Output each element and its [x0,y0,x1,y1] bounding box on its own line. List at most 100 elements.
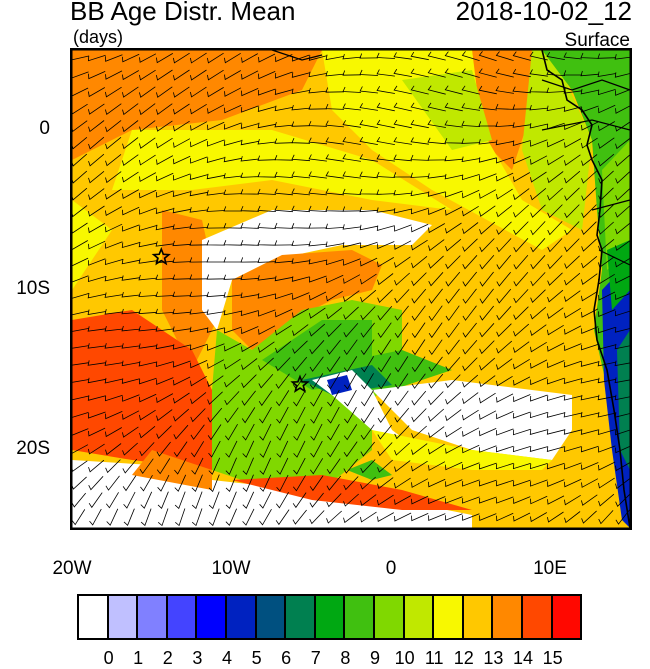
wind-barb [88,411,106,419]
wind-barb [88,136,105,150]
wind-barb [461,174,480,181]
wind-barb [479,392,496,404]
wind-barb [293,440,306,458]
wind-barb [257,106,276,112]
wind-barb [189,257,209,263]
wind-barb [156,190,174,198]
wind-barb [121,343,140,349]
wind-barb [87,276,106,283]
wind-barb [172,224,191,230]
wind-barb [190,69,207,81]
wind-barb [105,136,122,150]
wind-barb [275,308,293,318]
colorbar-swatch [493,596,523,638]
wind-barb [563,106,582,112]
wind-barb [122,189,139,200]
wind-barb [275,373,290,389]
wind-barb [326,323,342,338]
wind-barb [478,121,497,127]
wind-barb [343,511,360,524]
wind-barb [139,120,156,133]
wind-barb [495,51,514,61]
wind-barb [259,457,272,475]
wind-barb [173,441,188,458]
wind-barb [88,120,105,133]
wind-barb [343,441,358,458]
wind-barb [462,479,480,487]
wind-barb [428,288,443,304]
wind-barb [240,189,260,195]
wind-barb [155,291,175,297]
wind-barb [88,223,105,234]
wind-barb [428,478,446,488]
wind-barb [376,69,395,77]
wind-barb [359,206,379,213]
wind-barb [359,171,379,179]
wind-barb [207,69,224,81]
wind-barb [89,508,102,526]
wind-barb [563,70,582,76]
wind-barb [139,53,157,63]
wind-barb [259,509,272,526]
wind-barb [121,378,140,384]
wind-barb [512,86,532,94]
lon-tick-label: 20W [52,558,92,579]
wind-barb [156,458,171,475]
colorbar-label: 4 [221,648,232,668]
wind-barb [208,491,220,510]
wind-barb [479,238,495,253]
wind-barb [257,155,277,161]
wind-barb [121,258,140,265]
wind-barb [513,512,531,522]
wind-barb [597,89,616,96]
wind-barb [445,222,462,234]
wind-barb [564,290,581,302]
wind-barb [138,361,157,367]
wind-barb [428,496,446,505]
wind-barb [547,272,563,286]
wind-barb [122,475,137,492]
wind-barb [615,221,632,235]
wind-barb [581,462,599,471]
wind-barb [410,190,429,197]
wind-barb [461,103,480,111]
wind-barb [291,88,310,95]
wind-barb [445,238,462,252]
wind-barb [581,187,597,202]
wind-barb [225,440,238,458]
wind-barb [240,222,260,229]
wind-barb [139,69,156,81]
wind-barb [173,392,190,404]
wind-barb [207,87,224,98]
colorbar-swatch [226,596,257,638]
wind-barb [173,408,190,422]
wind-barb [190,103,207,115]
wind-barb [428,391,444,406]
wind-barb [190,156,208,164]
wind-barb [327,424,340,441]
wind-barb [172,308,192,315]
wind-barb [410,119,429,129]
wind-barb [462,496,480,504]
wind-barb [309,340,325,355]
wind-barb [156,53,174,64]
wind-barb [174,474,187,492]
wind-barb [207,375,224,387]
wind-barb [547,360,565,369]
colorbar-swatch [345,596,375,638]
wind-barb [479,410,497,420]
wind-barb [138,258,157,264]
wind-barb [274,89,293,95]
wind-barb [376,225,395,231]
wind-barb [479,323,495,338]
wind-barb [342,206,362,212]
wind-barb [242,423,255,441]
wind-barb [581,170,597,184]
wind-barb [292,324,309,337]
wind-barb [325,188,345,196]
wind-barb [410,68,429,78]
plot-title: BB Age Distr. Mean [70,0,296,26]
wind-barb [105,443,122,456]
wind-barb [88,443,105,455]
colorbar-swatch [79,596,109,638]
